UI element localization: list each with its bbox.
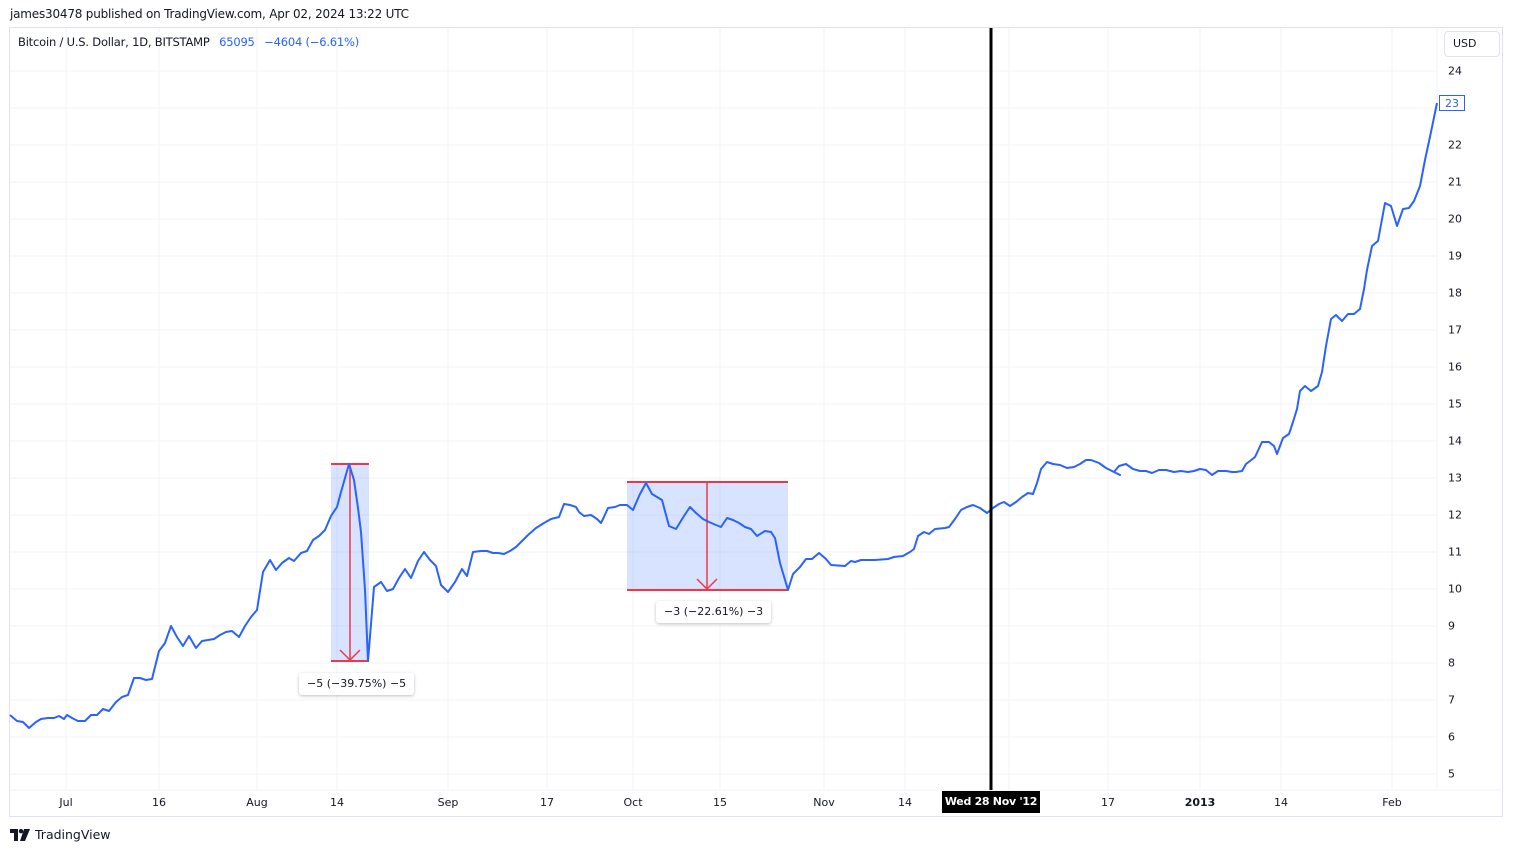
y-tick-label: 19 [1448,249,1462,263]
chart-legend: Bitcoin / U.S. Dollar, 1D, BITSTAMP 6509… [18,35,359,49]
last-price-marker: 23 [1439,95,1465,111]
y-tick-label: 5 [1448,767,1455,781]
y-tick-label: 18 [1448,286,1462,300]
y-tick-label: 14 [1448,434,1462,448]
last-price-value: 65095 [219,35,255,49]
y-tick-label: 9 [1448,619,1455,633]
currency-button[interactable]: USD [1444,31,1500,57]
symbol-title: Bitcoin / U.S. Dollar, 1D, BITSTAMP [18,35,210,49]
x-tick-label: 15 [713,796,727,809]
tradingview-logo-icon [10,828,30,841]
x-tick-label: 17 [1101,796,1115,809]
horizontal-grid [10,70,1437,775]
tradingview-brand[interactable]: TradingView [10,827,111,842]
y-tick-label: 16 [1448,360,1462,374]
x-tick-label: Aug [246,796,268,809]
x-tick-label: 14 [898,796,912,809]
y-tick-label: 8 [1448,656,1455,670]
y-tick-label: 20 [1448,212,1462,226]
y-tick-label: 7 [1448,693,1455,707]
y-tick-label: 15 [1448,397,1462,411]
y-tick-label: 6 [1448,730,1455,744]
y-tick-label: 17 [1448,323,1462,337]
price-range-measure-1[interactable] [331,463,369,662]
x-tick-label: Sep [437,796,459,809]
vertical-grid [65,28,1393,790]
y-tick-label: 21 [1448,175,1462,189]
x-tick-label: 14 [1274,796,1288,809]
measure-label-2: −3 (−22.61%) −3 [656,601,772,623]
brand-name: TradingView [35,827,111,842]
crosshair-date-label: Wed 28 Nov '12 [942,791,1040,813]
y-tick-label: 10 [1448,582,1462,596]
price-range-measure-2[interactable] [627,481,788,591]
x-tick-label: Jul [59,796,73,809]
x-tick-label: Oct [623,796,643,809]
x-tick-label: 17 [540,796,554,809]
price-change-value: −4604 (−6.61%) [264,35,360,49]
y-tick-label: 11 [1448,545,1462,559]
price-line [9,102,1438,729]
y-tick-label: 13 [1448,471,1462,485]
x-tick-label: 16 [152,796,166,809]
x-tick-label: Feb [1382,796,1402,809]
chart-frame [9,27,1503,817]
y-tick-label: 24 [1448,64,1462,78]
x-tick-label-year: 2013 [1184,796,1216,809]
x-tick-label: Nov [813,796,835,809]
publisher-line: james30478 published on TradingView.com,… [10,7,409,21]
measure-label-1: −5 (−39.75%) −5 [299,673,415,695]
y-tick-label: 22 [1448,138,1462,152]
x-tick-label: 14 [330,796,344,809]
y-tick-label: 12 [1448,508,1462,522]
